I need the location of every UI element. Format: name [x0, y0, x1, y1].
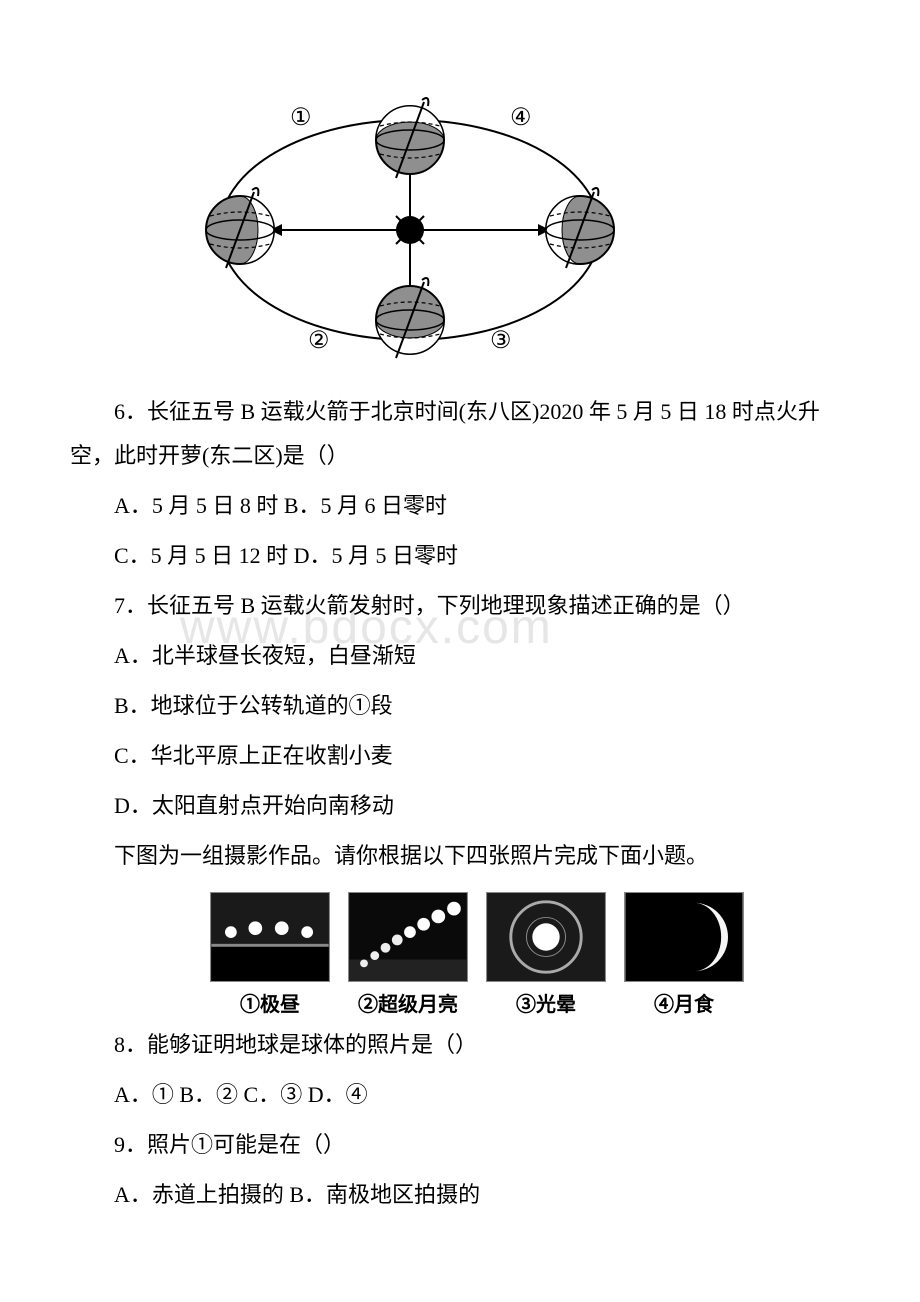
q7-stem: 7．长征五号 B 运载火箭发射时，下列地理现象描述正确的是（） — [70, 584, 850, 628]
orbit-label-1: ① — [290, 105, 312, 131]
photo-2-label: ②超级月亮 — [348, 988, 468, 1017]
photos-intro: 下图为一组摄影作品。请你根据以下四张照片完成下面小题。 — [70, 834, 850, 878]
photo-1-img — [210, 892, 330, 982]
photo-2-img — [348, 892, 468, 982]
q7-b: B．地球位于公转轨道的①段 — [70, 684, 850, 728]
photo-4-label: ④月食 — [624, 988, 744, 1017]
q7-a: A．北半球昼长夜短，白昼渐短 — [70, 634, 850, 678]
q9-ab: A．赤道上拍摄的 B．南极地区拍摄的 — [70, 1173, 850, 1217]
q6-cd: C．5 月 5 日 12 时 D．5 月 5 日零时 — [70, 534, 850, 578]
q9-stem: 9．照片①可能是在（） — [70, 1123, 850, 1167]
photo-1: ①极昼 — [210, 892, 330, 1017]
orbit-label-3: ③ — [490, 328, 512, 354]
photo-3: ③光晕 — [486, 892, 606, 1017]
photo-2: ②超级月亮 — [348, 892, 468, 1017]
q8-stem: 8．能够证明地球是球体的照片是（） — [70, 1023, 850, 1067]
photo-4-img — [624, 892, 744, 982]
page-content: ① ④ ② ③ 6．长征五号 B 运载火箭于北京时间(东八区)2020 年 5 … — [70, 90, 850, 1217]
q6-stem: 6．长征五号 B 运载火箭于北京时间(东八区)2020 年 5 月 5 日 18… — [70, 390, 850, 478]
photos-row: ①极昼 ②超级月亮 ③光晕 — [210, 892, 850, 1017]
photo-1-label: ①极昼 — [210, 988, 330, 1017]
q7-d: D．太阳直射点开始向南移动 — [70, 784, 850, 828]
photo-4: ④月食 — [624, 892, 744, 1017]
orbit-label-4: ④ — [510, 105, 532, 131]
orbit-diagram: ① ④ ② ③ — [190, 90, 630, 370]
q7-c: C．华北平原上正在收割小麦 — [70, 734, 850, 778]
q6-ab: A．5 月 5 日 8 时 B．5 月 6 日零时 — [70, 484, 850, 528]
orbit-label-2: ② — [308, 328, 330, 354]
q8-opts: A．① B．② C．③ D．④ — [70, 1073, 850, 1117]
photo-3-img — [486, 892, 606, 982]
photo-3-label: ③光晕 — [486, 988, 606, 1017]
